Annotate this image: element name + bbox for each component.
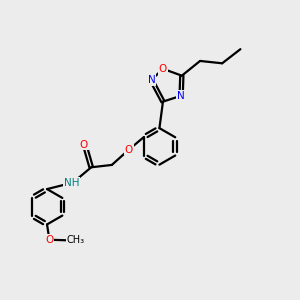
Text: N: N <box>177 91 185 101</box>
Text: O: O <box>125 145 133 154</box>
Text: NH: NH <box>64 178 79 188</box>
Text: O: O <box>45 235 53 245</box>
Text: O: O <box>159 64 167 74</box>
Text: N: N <box>148 75 155 85</box>
Text: O: O <box>80 140 88 150</box>
Text: CH₃: CH₃ <box>67 235 85 245</box>
